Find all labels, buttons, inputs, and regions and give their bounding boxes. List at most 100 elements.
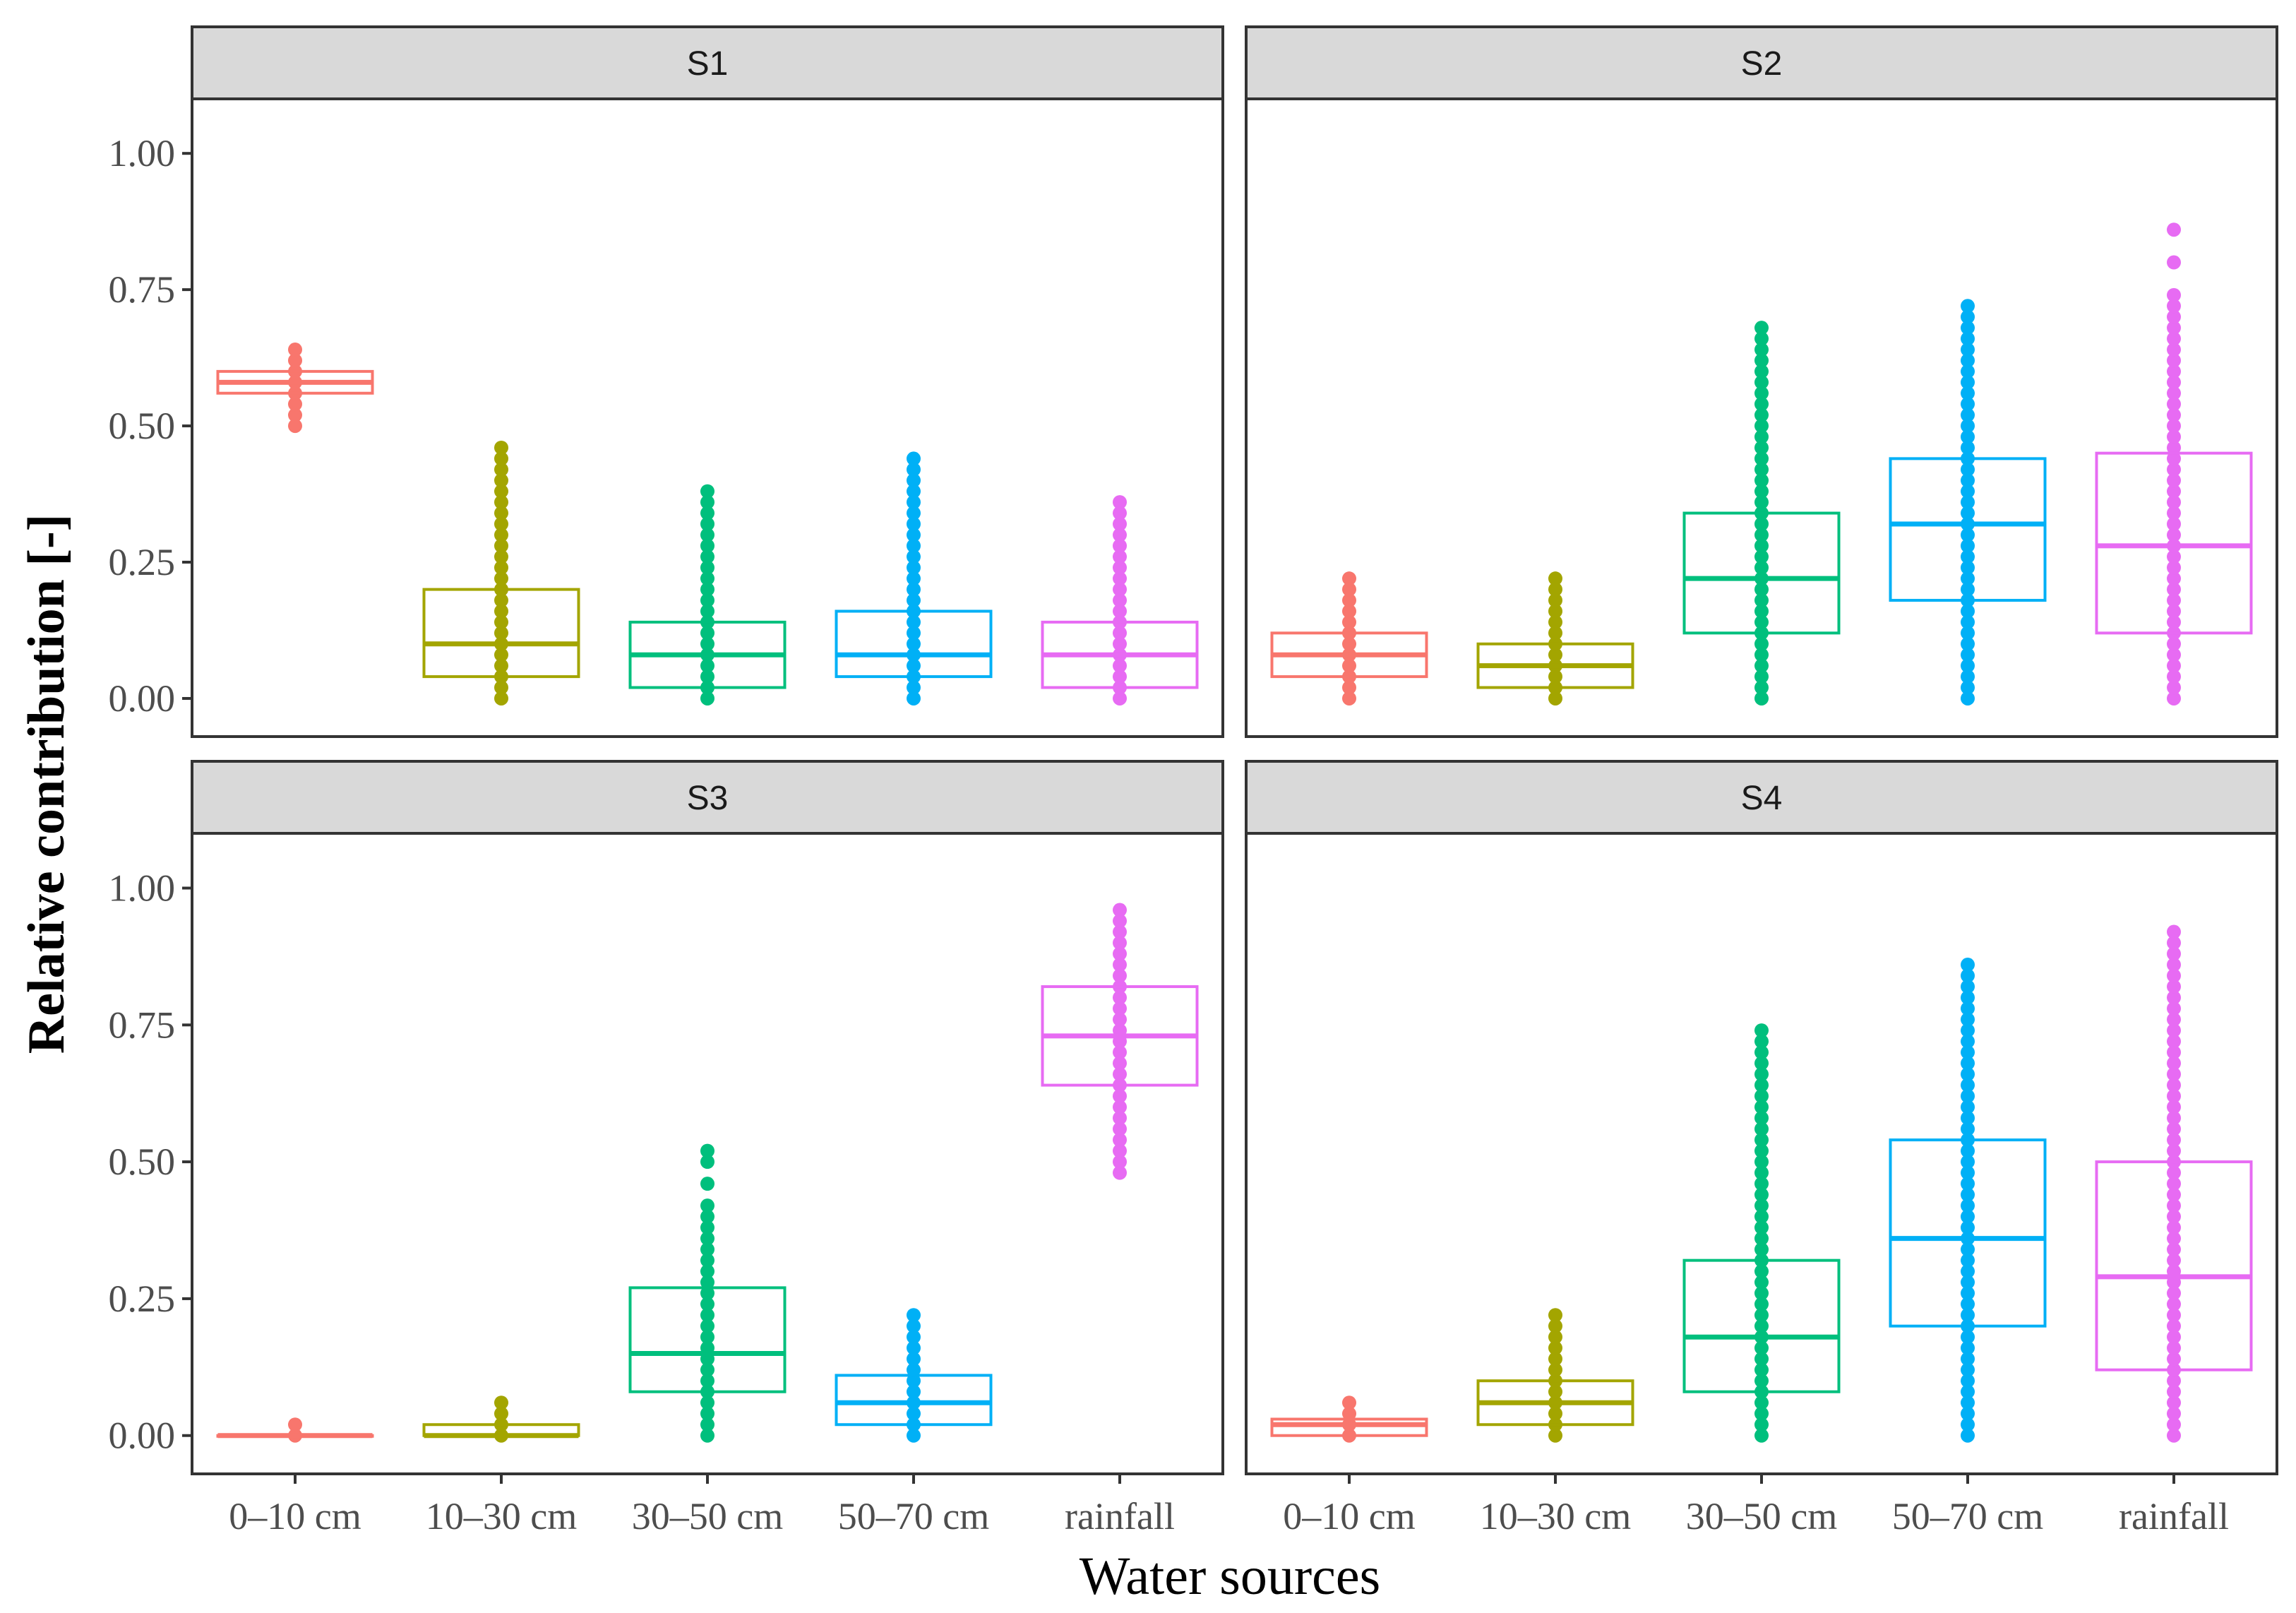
sample-point (1548, 1340, 1562, 1355)
sample-point (2167, 1242, 2181, 1257)
sample-point (2167, 680, 2181, 695)
sample-point (2167, 560, 2181, 575)
sample-point (288, 407, 302, 422)
sample-point (2167, 636, 2181, 651)
y-tick-label: 0.25 (109, 541, 176, 583)
sample-point (1548, 1384, 1562, 1399)
sample-point (1961, 1198, 1975, 1213)
sample-point (494, 484, 508, 499)
sample-point (1548, 1428, 1562, 1443)
sample-point (1961, 364, 1975, 379)
sample-point (700, 517, 714, 531)
sample-point (700, 626, 714, 641)
sample-point (1113, 1165, 1127, 1180)
sample-point (1754, 528, 1769, 542)
sample-point (1113, 990, 1127, 1005)
y-axes-layer: 0.00 0.25 0.50 0.75 1.00 0.00 0.25 0.50 0.75 1.00 (109, 132, 192, 1457)
sample-point (1754, 375, 1769, 390)
sample-point (1961, 1045, 1975, 1060)
outlier-point (700, 1155, 714, 1169)
sample-point (2167, 1100, 2181, 1114)
sample-point (2167, 990, 2181, 1005)
sample-point (700, 495, 714, 510)
sample-point (2167, 1177, 2181, 1191)
sample-point (494, 495, 508, 510)
sample-point (288, 419, 302, 434)
sample-point (700, 593, 714, 608)
sample-point (494, 571, 508, 586)
sample-point (1961, 636, 1975, 651)
panel-border-s1 (191, 97, 1224, 738)
outlier-point (2167, 222, 2181, 237)
sample-point (1961, 1001, 1975, 1016)
sample-point (1113, 903, 1127, 917)
sample-point (1113, 1100, 1127, 1114)
panels-layer: S1 S2 S3 S4 (191, 25, 2278, 1475)
sample-point (1961, 1155, 1975, 1169)
sample-point (1961, 397, 1975, 412)
sample-point (907, 1406, 921, 1421)
sample-point (1113, 549, 1127, 564)
sample-point (2167, 309, 2181, 324)
panel-s2: S2 (1245, 25, 2278, 738)
sample-point (494, 462, 508, 477)
sample-point (700, 1209, 714, 1224)
sample-point (1961, 419, 1975, 434)
sample-point (907, 451, 921, 466)
sample-point (1961, 1165, 1975, 1180)
sample-point (700, 528, 714, 542)
box-s2-1 (1476, 571, 1634, 706)
sample-point (1113, 506, 1127, 520)
sample-point (2167, 1067, 2181, 1082)
box-s1-3 (835, 451, 993, 706)
sample-point (2167, 1023, 2181, 1038)
sample-point (907, 1330, 921, 1345)
box-iqr (1889, 457, 2047, 602)
sample-point (2167, 1078, 2181, 1093)
sample-point (2167, 1143, 2181, 1158)
sample-point (2167, 549, 2181, 564)
sample-point (1754, 1111, 1769, 1126)
sample-point (2167, 473, 2181, 488)
sample-point (1961, 614, 1975, 629)
sample-point (1754, 648, 1769, 662)
sample-point (1754, 343, 1769, 357)
sample-point (2167, 1121, 2181, 1136)
sample-point (700, 1374, 714, 1388)
sample-point (907, 528, 921, 542)
sample-point (2167, 980, 2181, 994)
x-tick-label: 30–50 cm (632, 1495, 783, 1537)
box-s4-3 (1889, 958, 2047, 1443)
panel-strip-label: S2 (1741, 45, 1783, 83)
sample-point (1961, 440, 1975, 455)
sample-point (907, 495, 921, 510)
panel-strip-label: S4 (1741, 780, 1783, 817)
sample-point (1113, 1089, 1127, 1104)
sample-point (1113, 582, 1127, 597)
sample-point (1961, 321, 1975, 335)
sample-point (2167, 1286, 2181, 1301)
sample-point (2167, 1253, 2181, 1268)
sample-point (1754, 636, 1769, 651)
sample-point (1342, 691, 1356, 706)
sample-point (700, 691, 714, 706)
sample-point (1961, 1187, 1975, 1202)
sample-point (1342, 604, 1356, 619)
x-tick-label: 10–30 cm (426, 1495, 577, 1537)
outlier-point (2167, 255, 2181, 270)
y-tick-label: 0.00 (109, 1415, 176, 1457)
sample-point (1754, 593, 1769, 608)
sample-point (2167, 1395, 2181, 1410)
sample-point (907, 658, 921, 673)
y-tick-label: 1.00 (109, 867, 176, 910)
box-s2-0 (1270, 571, 1428, 706)
sample-point (1113, 1133, 1127, 1148)
sample-point (2167, 1111, 2181, 1126)
sample-point (1754, 1133, 1769, 1148)
sample-point (2167, 407, 2181, 422)
sample-point (1961, 429, 1975, 444)
x-tick-label: rainfall (2119, 1495, 2229, 1537)
sample-point (1754, 1286, 1769, 1301)
sample-point (1961, 560, 1975, 575)
sample-point (1113, 538, 1127, 553)
